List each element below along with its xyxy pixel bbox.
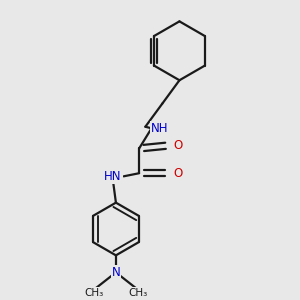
Text: CH₃: CH₃: [85, 287, 104, 298]
Text: O: O: [173, 167, 182, 180]
Text: N: N: [112, 266, 120, 279]
Text: O: O: [173, 139, 182, 152]
Text: NH: NH: [151, 122, 168, 135]
Text: CH₃: CH₃: [128, 287, 147, 298]
Text: HN: HN: [104, 170, 122, 183]
